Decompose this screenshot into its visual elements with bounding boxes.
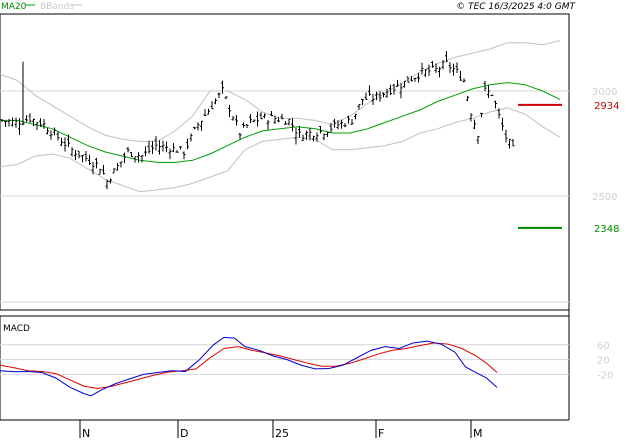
x-label-3: F xyxy=(378,427,384,440)
price-levels xyxy=(518,103,562,229)
level-label-1: 2348 xyxy=(594,224,619,235)
price-tick-label-1: 2500 xyxy=(592,192,617,203)
bbands-legend: BBands xyxy=(40,2,74,12)
x-label-4: M xyxy=(473,427,483,440)
copyright-text: © TEC 16/3/2025 4:0 GMT xyxy=(456,2,576,12)
ohlc-bars xyxy=(0,51,515,190)
right-axis-bg xyxy=(569,14,627,424)
macd-lines xyxy=(0,336,498,397)
gridlines xyxy=(0,90,569,438)
macd-title: MACD xyxy=(3,324,30,334)
macd-tick-label-2: -20 xyxy=(597,370,613,381)
x-label-0: N xyxy=(82,427,90,440)
ma20-series-line xyxy=(0,82,561,163)
level-label-0: 2934 xyxy=(594,101,619,112)
macd-main-line xyxy=(0,336,498,397)
bb-upper-line xyxy=(0,40,561,142)
x-label-2: 25 xyxy=(275,427,289,440)
axis-labels: 2934 2348 3000 2500 60 20 -20 N D 25 F M xyxy=(82,87,619,440)
price-panel xyxy=(0,13,570,311)
macd-tick-label-1: 20 xyxy=(597,356,610,367)
price-tick-label-0: 3000 xyxy=(592,87,617,98)
x-label-1: D xyxy=(180,427,188,440)
macd-tick-label-0: 60 xyxy=(597,341,610,352)
ma20-line xyxy=(0,82,561,163)
ma20-legend: MA20 xyxy=(1,2,27,12)
macd-signal-line xyxy=(0,342,498,389)
macd-panel xyxy=(0,315,570,421)
